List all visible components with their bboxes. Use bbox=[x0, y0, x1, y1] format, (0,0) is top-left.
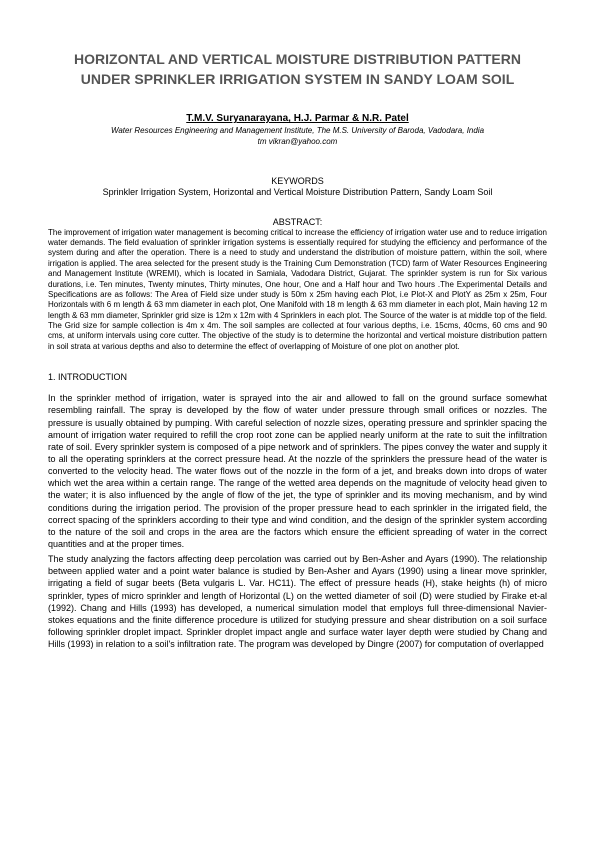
abstract-heading: ABSTRACT: bbox=[48, 217, 547, 227]
authors-line: T.M.V. Suryanarayana, H.J. Parmar & N.R.… bbox=[48, 113, 547, 124]
abstract-text: The improvement of irrigation water mana… bbox=[48, 228, 547, 353]
paper-title: HORIZONTAL AND VERTICAL MOISTURE DISTRIB… bbox=[48, 50, 547, 89]
section-heading-introduction: 1. INTRODUCTION bbox=[48, 372, 547, 382]
affiliation-line: Water Resources Engineering and Manageme… bbox=[48, 126, 547, 136]
body-paragraph: The study analyzing the factors affectin… bbox=[48, 553, 547, 650]
keywords-heading: KEYWORDS bbox=[48, 176, 547, 186]
keywords-text: Sprinkler Irrigation System, Horizontal … bbox=[48, 187, 547, 197]
body-paragraph: In the sprinkler method of irrigation, w… bbox=[48, 392, 547, 550]
email-line: tm vikran@yahoo.com bbox=[48, 137, 547, 146]
